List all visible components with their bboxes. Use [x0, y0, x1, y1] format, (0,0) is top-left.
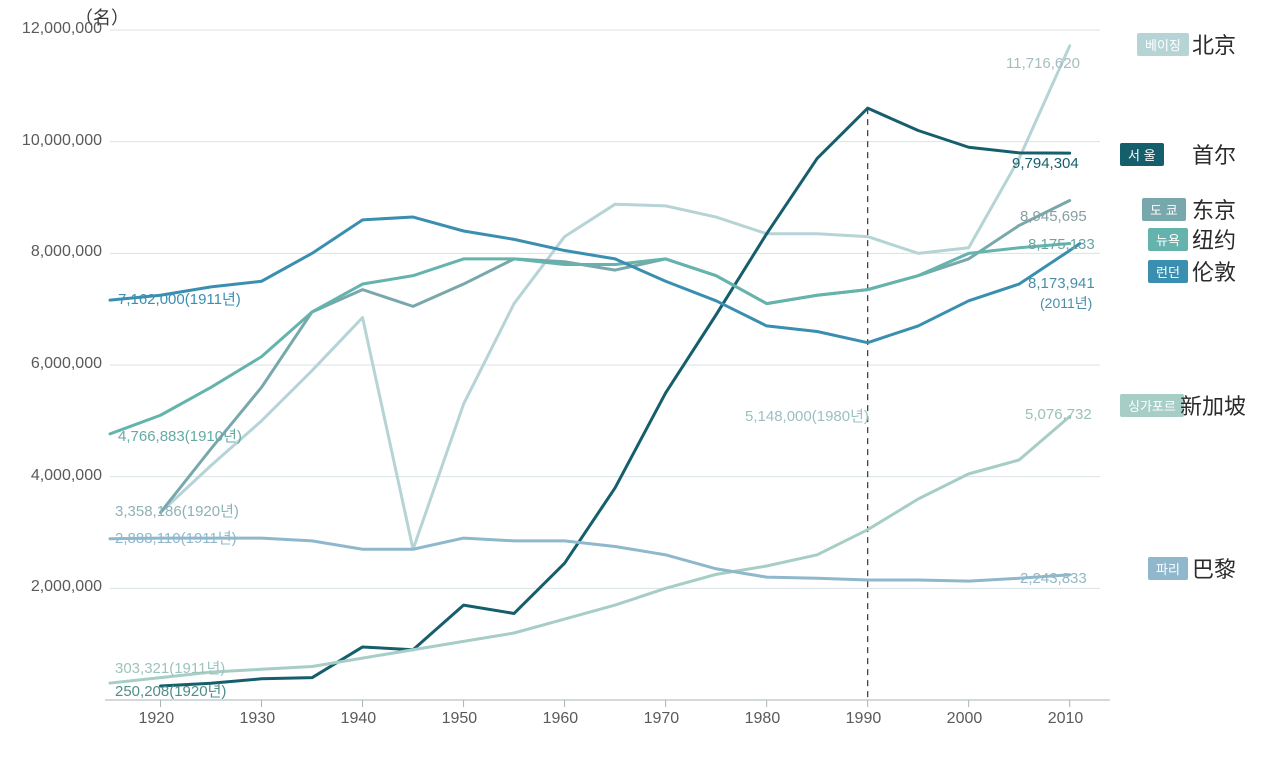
annotation: 9,794,304	[1012, 155, 1079, 172]
x-tick-label: 1920	[139, 710, 175, 728]
y-tick-label: 12,000,000	[22, 20, 102, 38]
x-tick-label: 1930	[240, 710, 276, 728]
annotation: 303,321(1911년)	[115, 657, 225, 678]
series-line-beijing	[161, 46, 1070, 549]
x-tick-label: 2000	[947, 710, 983, 728]
annotation: 250,208(1920년)	[115, 680, 226, 701]
annotation: 4,766,883(1910년)	[118, 425, 242, 446]
series-line-singapore	[110, 417, 1070, 684]
x-tick-label: 2010	[1048, 710, 1084, 728]
legend-box-beijing: 베이징	[1137, 33, 1189, 56]
legend-label-newyork: 纽约	[1192, 223, 1236, 255]
legend-label-beijing: 北京	[1192, 28, 1236, 60]
legend-box-newyork: 뉴욕	[1148, 228, 1188, 251]
legend-box-tokyo: 도 쿄	[1142, 198, 1186, 221]
legend-label-tokyo: 东京	[1192, 193, 1236, 225]
series-line-paris	[110, 538, 1070, 581]
annotation: 7,162,000(1911년)	[118, 288, 241, 309]
legend-box-london: 런던	[1148, 260, 1188, 283]
legend-label-seoul: 首尔	[1192, 138, 1236, 170]
annotation: 8,175,133	[1028, 236, 1095, 253]
annotation: 11,716,620	[1006, 55, 1080, 72]
x-tick-label: 1960	[543, 710, 579, 728]
y-tick-label: 2,000,000	[31, 578, 102, 596]
x-tick-label: 1970	[644, 710, 680, 728]
annotation: 2,243,833	[1020, 570, 1087, 587]
legend-label-paris: 巴黎	[1192, 552, 1236, 584]
y-tick-label: 6,000,000	[31, 355, 102, 373]
legend-label-london: 伦敦	[1192, 255, 1236, 287]
x-tick-label: 1990	[846, 710, 882, 728]
annotation: 5,148,000(1980년)	[745, 405, 869, 426]
annotation: 5,076,732	[1025, 406, 1092, 423]
population-line-chart: （名）2,000,0004,000,0006,000,0008,000,0001…	[0, 0, 1280, 764]
legend-box-paris: 파리	[1148, 557, 1188, 580]
legend-box-seoul: 서 울	[1120, 143, 1164, 166]
annotation: 3,358,186(1920년)	[115, 500, 239, 521]
y-tick-label: 4,000,000	[31, 467, 102, 485]
x-tick-label: 1950	[442, 710, 478, 728]
series-line-london	[110, 217, 1080, 343]
series-line-newyork	[110, 244, 1070, 434]
annotation: (2011년)	[1040, 293, 1092, 313]
annotation: 8,173,941	[1028, 275, 1095, 292]
y-tick-label: 10,000,000	[22, 132, 102, 150]
y-tick-label: 8,000,000	[31, 243, 102, 261]
chart-svg	[0, 0, 1280, 764]
x-tick-label: 1980	[745, 710, 781, 728]
series-line-seoul	[161, 108, 1070, 686]
annotation: 2,888,110(1911년)	[115, 527, 237, 548]
series-line-tokyo	[161, 201, 1070, 513]
x-tick-label: 1940	[341, 710, 377, 728]
legend-label-singapore: 新加坡	[1180, 389, 1246, 421]
annotation: 8,945,695	[1020, 208, 1087, 225]
legend-box-singapore: 싱가포르	[1120, 394, 1184, 417]
